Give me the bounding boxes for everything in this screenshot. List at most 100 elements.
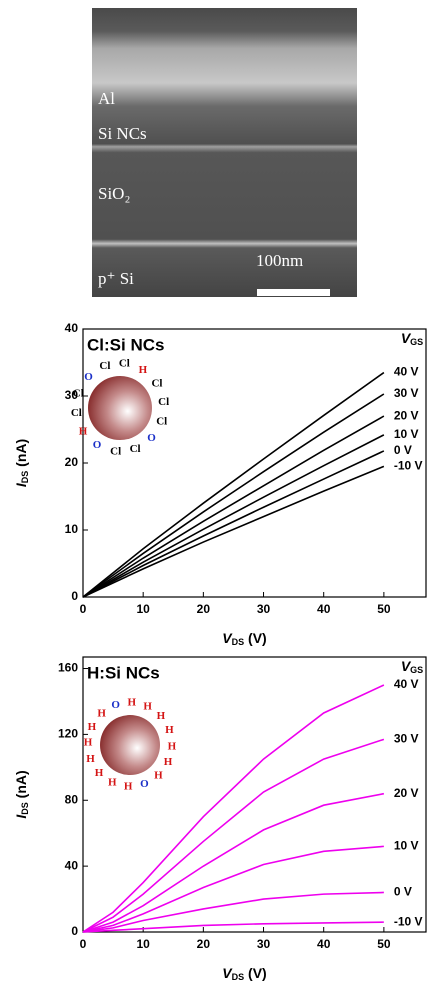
- x-tick-label: 50: [377, 602, 391, 616]
- series-label: 0 V: [394, 885, 412, 899]
- atom-label: H: [168, 740, 177, 752]
- y-tick-label: 10: [65, 522, 79, 536]
- sem-label: Si NCs: [98, 124, 147, 143]
- atom-label: O: [111, 699, 120, 711]
- y-tick-label: 0: [71, 589, 78, 603]
- series-label: 30 V: [394, 732, 419, 746]
- series-line: [82, 465, 385, 598]
- x-tick-label: 30: [257, 937, 271, 951]
- x-tick-label: 30: [257, 602, 271, 616]
- atom-label: H: [157, 710, 166, 722]
- axis-label: IDS (nA): [13, 439, 31, 487]
- plot-frame: [82, 328, 427, 598]
- series-label: 0 V: [394, 443, 412, 457]
- atom-label: Cl: [73, 388, 84, 400]
- label-part: DS: [232, 972, 245, 982]
- atom-label: Cl: [110, 445, 121, 457]
- series-label: -10 V: [394, 459, 423, 473]
- nanocrystal: [88, 376, 152, 440]
- y-tick-label: 160: [58, 661, 78, 675]
- series-line: [82, 393, 385, 598]
- series-line: [82, 415, 385, 598]
- y-tick-label: 120: [58, 727, 78, 741]
- label-part: GS: [410, 665, 423, 675]
- sem-image: Al Si NCs SiO₂ p⁺ Si 100nm: [92, 8, 357, 297]
- atom-label: H: [97, 708, 106, 720]
- atom-label: Cl: [156, 416, 167, 428]
- atom-label: H: [128, 697, 137, 709]
- atom-label: Cl: [158, 396, 169, 408]
- axis-label: IDS (nA): [13, 770, 31, 818]
- series-label: -10 V: [394, 914, 423, 928]
- series-label: 10 V: [394, 427, 419, 441]
- axis-label: VDS (V): [222, 965, 266, 983]
- series-line: [82, 792, 385, 933]
- x-tick-label: 10: [136, 937, 150, 951]
- atom-label: H: [79, 425, 88, 437]
- label-part: V: [401, 658, 412, 674]
- axis-label: VGS: [401, 330, 423, 348]
- y-tick-label: 30: [65, 388, 79, 402]
- x-tick-label: 20: [197, 937, 211, 951]
- scale-bar: [257, 289, 330, 296]
- label-part: DS: [20, 471, 30, 484]
- y-tick-label: 40: [65, 321, 79, 335]
- label-part: (nA): [13, 770, 29, 802]
- x-tick-label: 50: [377, 937, 391, 951]
- y-tick-label: 80: [65, 792, 79, 806]
- y-tick-label: 40: [65, 858, 79, 872]
- sem-label: p⁺ Si: [98, 269, 134, 288]
- atom-label: O: [147, 432, 156, 444]
- label-part: V: [222, 630, 233, 646]
- label-part: I: [13, 814, 29, 819]
- atom-label: H: [154, 769, 163, 781]
- label-part: V: [222, 965, 233, 981]
- atom-label: H: [143, 700, 152, 712]
- atom-label: Cl: [130, 443, 141, 455]
- series-label: 40 V: [394, 677, 419, 691]
- series-line: [82, 434, 385, 598]
- plot-frame: [82, 656, 427, 933]
- series-label: 10 V: [394, 839, 419, 853]
- label-part: V: [401, 330, 412, 346]
- axis-label: VGS: [401, 658, 423, 676]
- series-line: [82, 450, 385, 598]
- series-label: 40 V: [394, 365, 419, 379]
- label-part: (nA): [13, 439, 29, 471]
- atom-label: O: [93, 439, 102, 451]
- label-part: I: [13, 482, 29, 487]
- axis-label: VDS (V): [222, 630, 266, 648]
- series-label: 20 V: [394, 786, 419, 800]
- atom-label: H: [84, 737, 93, 749]
- series-line: [82, 921, 384, 933]
- atom-label: H: [86, 753, 95, 765]
- x-tick-label: 0: [80, 602, 87, 616]
- sem-label: Al: [98, 89, 115, 108]
- x-tick-label: 40: [317, 937, 331, 951]
- x-tick-label: 10: [136, 602, 150, 616]
- atom-label: Cl: [119, 358, 130, 370]
- label-part: (V): [244, 965, 267, 981]
- x-tick-label: 20: [197, 602, 211, 616]
- series-line: [82, 845, 384, 933]
- chart-title: Cl:Si NCs: [87, 335, 164, 354]
- nanocrystal: [100, 715, 160, 775]
- x-tick-label: 40: [317, 602, 331, 616]
- atom-label: H: [95, 767, 104, 779]
- series-line: [82, 371, 385, 598]
- x-tick-label: 0: [80, 937, 87, 951]
- atom-label: Cl: [71, 407, 82, 419]
- scale-bar-label: 100nm: [256, 251, 303, 270]
- atom-label: Cl: [151, 378, 162, 390]
- atom-label: O: [140, 778, 149, 790]
- series-line: [82, 684, 385, 933]
- atom-label: H: [88, 721, 97, 733]
- y-tick-label: 20: [65, 455, 79, 469]
- label-part: (V): [244, 630, 267, 646]
- chart-title: H:Si NCs: [87, 663, 160, 682]
- atom-label: H: [139, 364, 148, 376]
- series-line: [82, 891, 384, 933]
